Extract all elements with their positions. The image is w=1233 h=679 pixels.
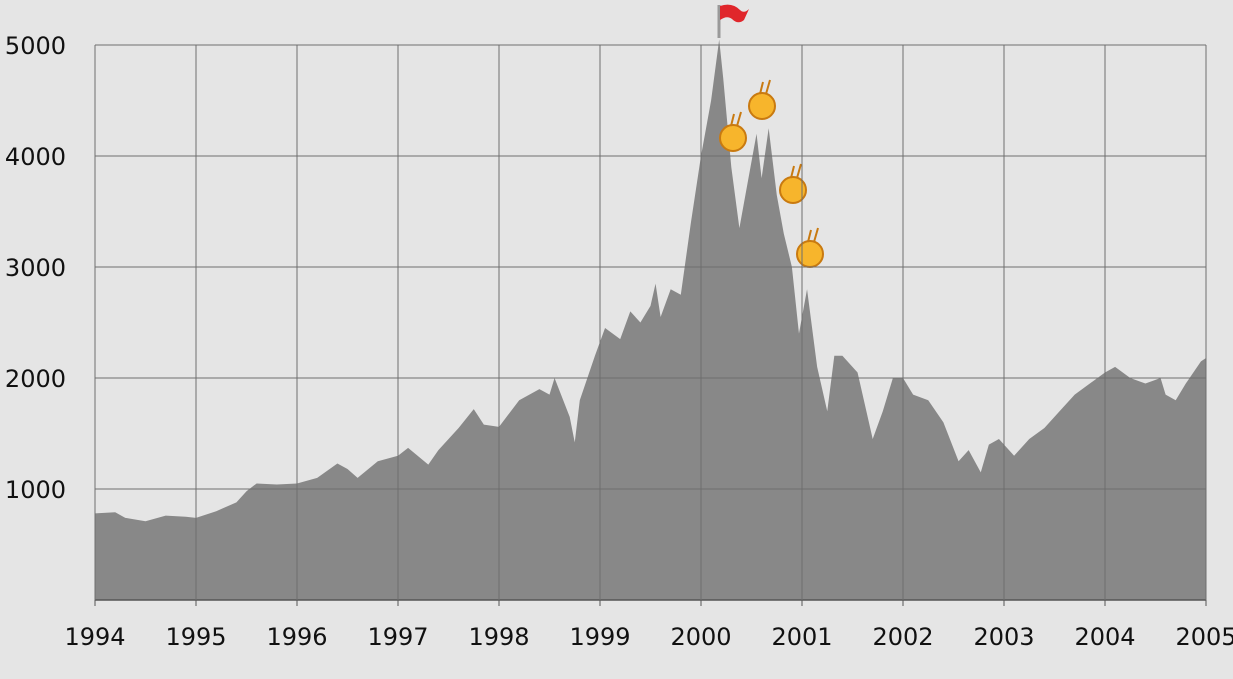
x-tick-label: 2003	[973, 623, 1034, 651]
x-tick-label: 1998	[468, 623, 529, 651]
x-tick-label: 2005	[1175, 623, 1233, 651]
y-tick-label: 1000	[5, 476, 66, 504]
y-tick-label: 5000	[5, 32, 66, 60]
crossed-fingers-icons	[719, 79, 824, 268]
y-tick-label: 4000	[5, 143, 66, 171]
y-tick-label: 2000	[5, 365, 66, 393]
area	[95, 39, 1206, 600]
y-tick-label: 3000	[5, 254, 66, 282]
x-tick-label: 1994	[64, 623, 125, 651]
x-tick-label: 1996	[266, 623, 327, 651]
x-tick-label: 2000	[670, 623, 731, 651]
x-tick-label: 2004	[1074, 623, 1135, 651]
x-tick-label: 1997	[367, 623, 428, 651]
plot-area	[95, 39, 1206, 600]
x-tick-label: 2002	[872, 623, 933, 651]
x-tick-label: 1999	[569, 623, 630, 651]
x-tick-label: 2001	[771, 623, 832, 651]
x-tick-label: 1995	[165, 623, 226, 651]
flag-icon	[717, 4, 749, 38]
